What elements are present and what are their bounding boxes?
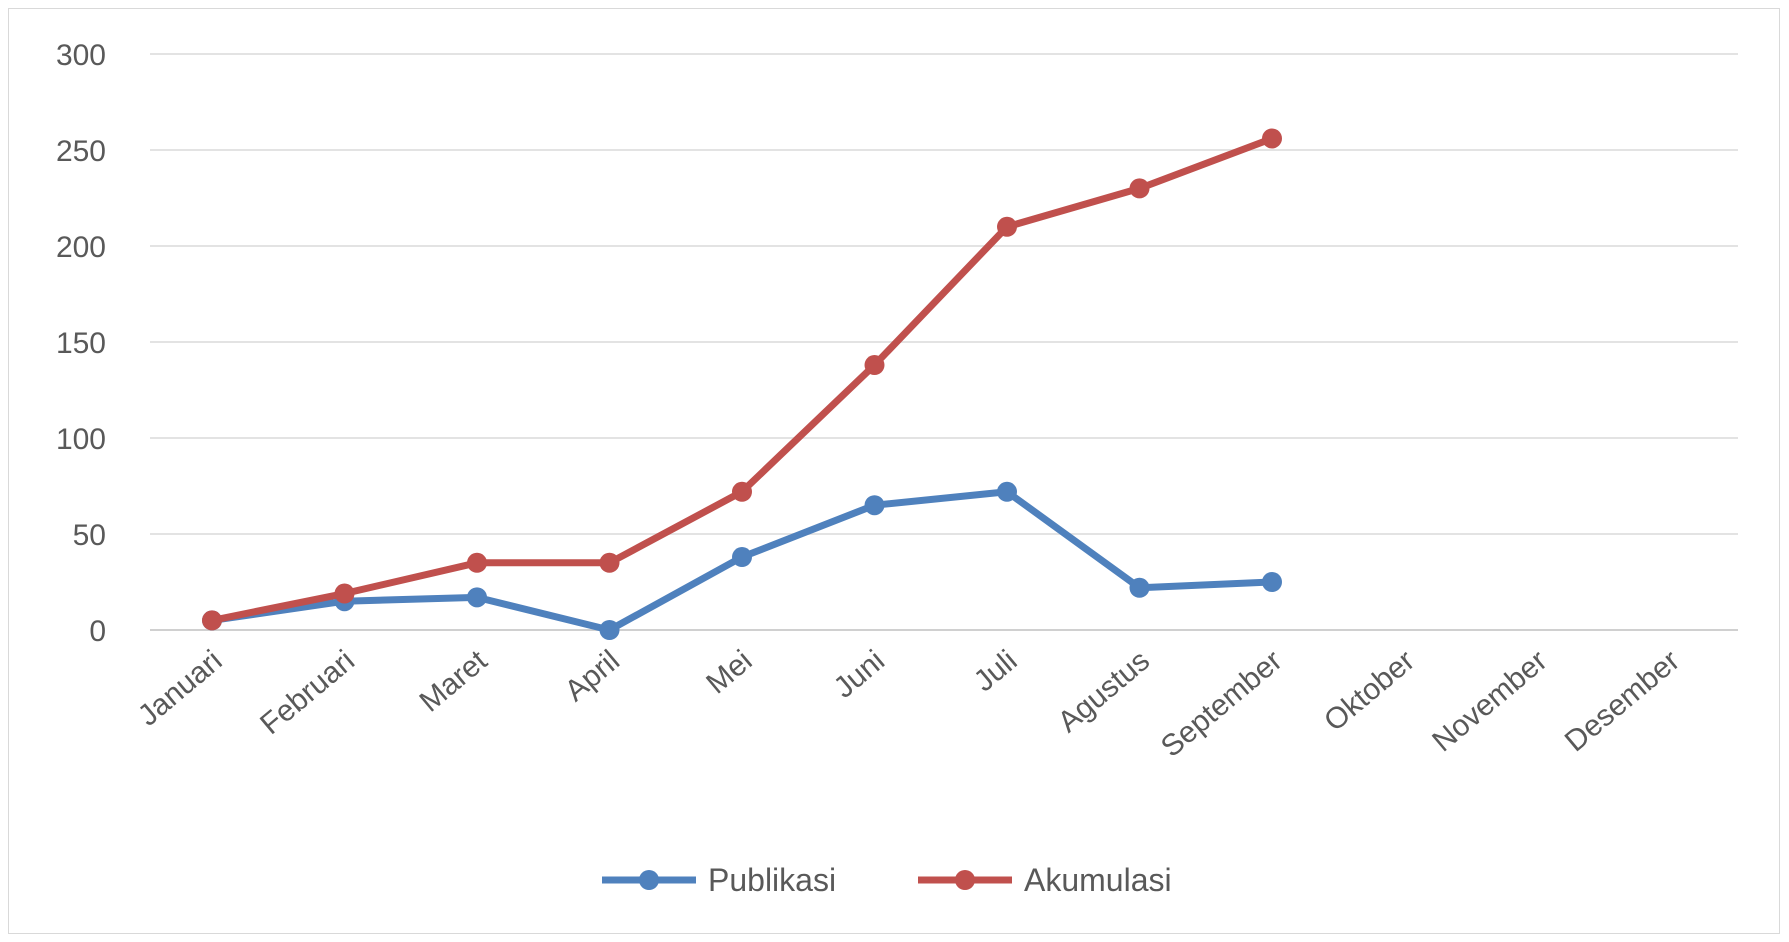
y-axis-ticks: 0 50 100 150 200 250 300: [56, 39, 106, 648]
x-tick-label: Maret: [414, 644, 494, 719]
series-akumulasi: [202, 128, 1282, 631]
x-tick-label: Juli: [968, 644, 1024, 698]
gridlines: [150, 53, 1738, 631]
x-tick-label: Mei: [700, 644, 758, 700]
x-tick-label: Januari: [132, 644, 229, 733]
x-tick-label: Februari: [254, 644, 361, 741]
y-tick-label: 0: [89, 615, 106, 648]
x-axis-ticks: Januari Februari Maret April Mei Juni Juli Agus…: [132, 644, 1686, 764]
y-tick-label: 300: [56, 39, 106, 72]
x-tick-label: April: [559, 644, 626, 708]
legend-marker: [639, 870, 659, 890]
data-point: [864, 495, 885, 516]
data-point: [732, 481, 752, 502]
data-point: [202, 610, 222, 631]
data-point: [599, 552, 620, 573]
x-tick-label: Desember: [1559, 644, 1686, 758]
data-point: [1262, 572, 1282, 592]
chart-frame: [8, 8, 1780, 934]
x-tick-label: Juni: [828, 644, 891, 705]
data-point: [864, 355, 885, 376]
data-point: [997, 216, 1017, 237]
legend-label: Akumulasi: [1024, 862, 1172, 898]
legend: Publikasi Akumulasi: [602, 862, 1172, 898]
y-tick-label: 150: [56, 327, 106, 360]
data-point: [467, 552, 487, 573]
data-point: [599, 620, 620, 640]
data-point: [467, 587, 487, 608]
y-tick-label: 250: [56, 135, 106, 168]
x-tick-label: September: [1155, 644, 1289, 764]
legend-label: Publikasi: [708, 862, 836, 898]
data-point: [334, 583, 355, 604]
x-tick-label: Oktober: [1318, 644, 1421, 738]
x-tick-label: Agustus: [1052, 644, 1156, 739]
legend-item-akumulasi: Akumulasi: [918, 862, 1172, 898]
x-tick-label: November: [1426, 644, 1553, 758]
legend-item-publikasi: Publikasi: [602, 862, 836, 898]
y-tick-label: 200: [56, 231, 106, 264]
series-publikasi: [202, 481, 1282, 640]
y-tick-label: 50: [73, 519, 106, 552]
data-point: [997, 481, 1017, 502]
data-point: [732, 547, 752, 568]
data-point: [1129, 178, 1150, 199]
series-group: [202, 128, 1282, 640]
data-point: [1129, 577, 1150, 598]
data-point: [1262, 128, 1282, 149]
legend-marker: [955, 870, 975, 890]
y-tick-label: 100: [56, 423, 106, 456]
